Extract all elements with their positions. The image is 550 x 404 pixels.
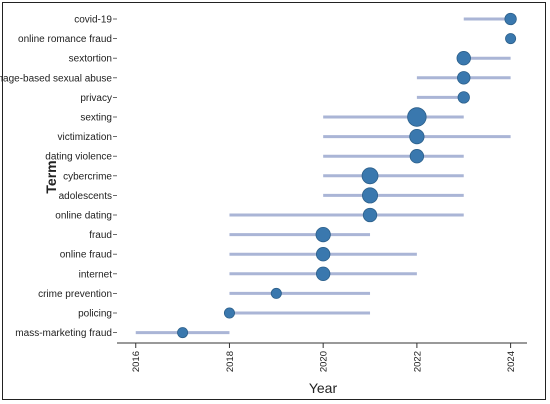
peak-point <box>456 51 471 66</box>
term-label: covid-19 <box>74 15 112 26</box>
peak-point <box>223 307 235 319</box>
x-tick-label: 2016 <box>131 351 142 372</box>
term-label: sextortion <box>69 54 112 65</box>
peak-point <box>315 266 331 281</box>
y-tick-labels: covid-19 online romance fraud sextortion im… <box>0 15 117 339</box>
term-label: online fraud <box>60 250 112 261</box>
x-axis: 2016 2018 2020 2022 2024 <box>117 342 527 372</box>
peak-point <box>315 226 331 243</box>
peak-point <box>177 327 189 339</box>
peak-point <box>407 107 427 127</box>
term-label: policing <box>78 309 112 320</box>
term-label: mass-marketing fraud <box>15 328 112 339</box>
term-label: adolescents <box>59 191 112 202</box>
range-bars <box>135 17 512 335</box>
chart-frame <box>2 2 546 400</box>
term-label: internet <box>79 269 113 280</box>
term-label: dating violence <box>45 152 112 163</box>
x-tick-label: 2020 <box>319 351 330 372</box>
peak-point <box>457 71 471 85</box>
peak-point <box>270 287 282 299</box>
term-label: online dating <box>55 211 112 222</box>
y-axis-title: Term <box>43 160 59 193</box>
term-label: image-based sexual abuse <box>0 73 112 84</box>
peak-point <box>505 33 517 45</box>
term-label: sexting <box>80 113 112 124</box>
x-tick-label: 2024 <box>506 351 517 372</box>
peak-point <box>361 167 379 185</box>
term-label: victimization <box>58 132 112 143</box>
term-label: fraud <box>89 230 112 241</box>
x-tick-label: 2022 <box>412 351 423 372</box>
term-label: online romance fraud <box>18 34 112 45</box>
term-label: cybercrime <box>63 171 112 182</box>
peak-point <box>409 128 425 145</box>
peak-point <box>362 207 378 223</box>
term-label: privacy <box>80 93 112 104</box>
peak-point <box>504 12 517 26</box>
x-tick-label: 2018 <box>225 351 236 372</box>
peak-point <box>362 187 379 204</box>
term-label: crime prevention <box>38 289 112 300</box>
peak-point <box>315 247 331 262</box>
x-axis-title: Year <box>309 380 338 396</box>
peak-point <box>457 91 470 104</box>
peak-points <box>177 12 517 339</box>
peak-point <box>409 149 425 164</box>
